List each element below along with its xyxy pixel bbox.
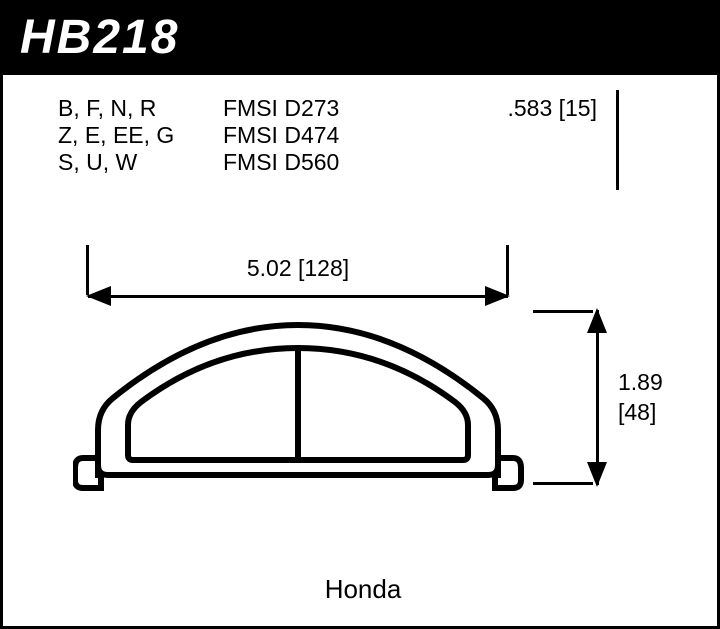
spec-row: B, F, N, R Z, E, EE, G S, U, W FMSI D273… — [3, 75, 717, 176]
height-arrow — [588, 310, 608, 485]
pad-tab-right — [495, 458, 521, 488]
thickness-inches: .583 — [507, 95, 552, 121]
width-dimension: 5.02 [128] — [88, 255, 508, 307]
height-dimension: 1.89 [48] — [563, 310, 693, 485]
width-label: 5.02 [128] — [239, 255, 357, 282]
thickness-mm: [15] — [559, 95, 597, 121]
height-label: 1.89 [48] — [618, 368, 663, 428]
spec-content: B, F, N, R Z, E, EE, G S, U, W FMSI D273… — [0, 75, 720, 629]
brand-label: Honda — [3, 574, 720, 605]
width-mm: [128] — [298, 255, 349, 281]
fmsi-column: FMSI D273 FMSI D474 FMSI D560 — [223, 95, 423, 176]
arrow-left-icon — [86, 286, 111, 306]
arrow-up-icon — [587, 308, 607, 333]
pad-tab-left — [75, 458, 101, 488]
width-arrow-line — [88, 295, 508, 298]
width-extension-right — [506, 245, 509, 295]
compound-line-3: S, U, W — [58, 149, 223, 176]
width-inches: 5.02 — [247, 255, 292, 281]
part-number-header: HB218 — [0, 0, 720, 75]
diagram-area: 5.02 [128] — [3, 225, 720, 625]
width-arrow — [88, 287, 508, 307]
height-arrow-line — [596, 310, 599, 485]
fmsi-line-1: FMSI D273 — [223, 95, 423, 122]
thickness-indicator-line — [616, 90, 619, 190]
compound-line-1: B, F, N, R — [58, 95, 223, 122]
width-extension-left — [86, 245, 89, 295]
fmsi-line-2: FMSI D474 — [223, 122, 423, 149]
height-extension-top — [533, 310, 593, 313]
thickness-column: .583 [15] — [423, 95, 687, 176]
compound-line-2: Z, E, EE, G — [58, 122, 223, 149]
height-inches: 1.89 — [618, 368, 663, 398]
brake-pad-outline — [73, 310, 528, 495]
arrow-down-icon — [587, 462, 607, 487]
part-number: HB218 — [20, 11, 179, 64]
height-mm: [48] — [618, 398, 663, 428]
fmsi-line-3: FMSI D560 — [223, 149, 423, 176]
height-extension-bottom — [533, 482, 593, 485]
compound-codes-column: B, F, N, R Z, E, EE, G S, U, W — [58, 95, 223, 176]
thickness-value: .583 [15] — [507, 95, 597, 122]
